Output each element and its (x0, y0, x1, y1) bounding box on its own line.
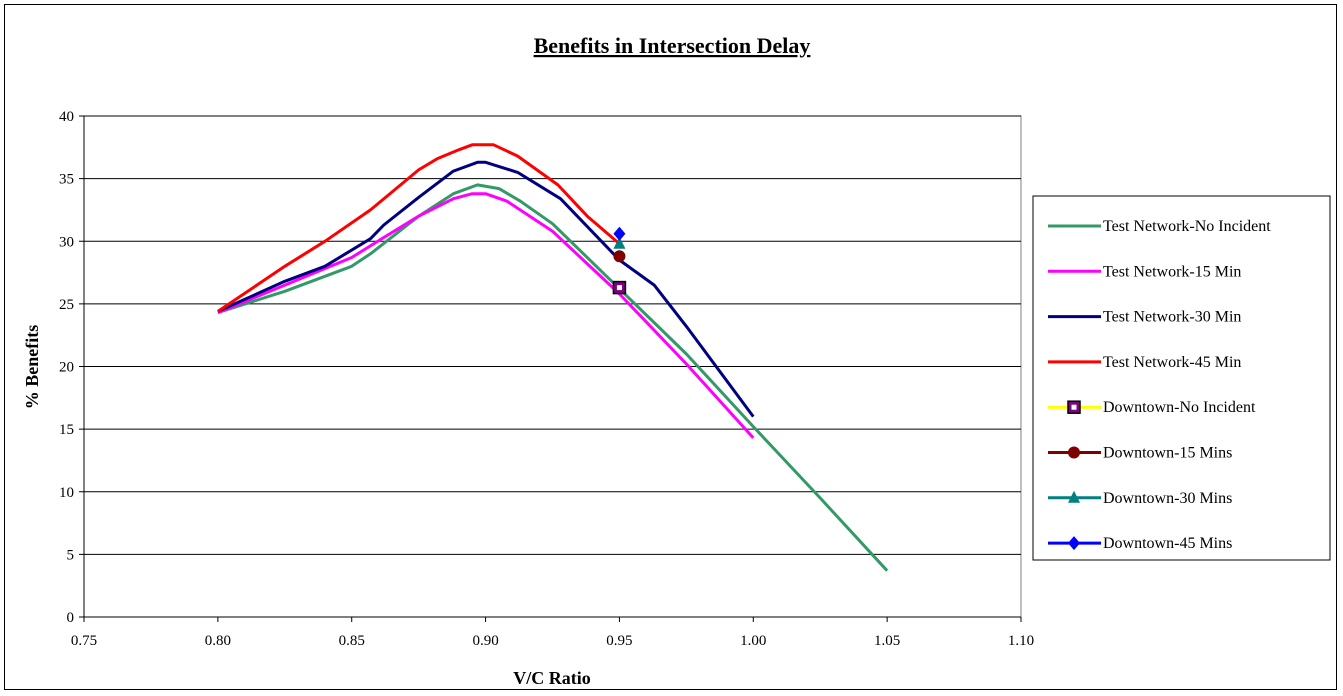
data-point-inner (616, 285, 622, 291)
legend-marker-inner (1071, 404, 1077, 410)
legend: Test Network-No Incident Test Network-15 … (1032, 195, 1331, 561)
series-layer (217, 143, 889, 572)
x-tick-label: 1.10 (1008, 633, 1034, 649)
data-point (613, 250, 626, 263)
x-tick-label: 1.00 (740, 633, 766, 649)
series-line (217, 143, 621, 313)
y-tick-label: 20 (59, 360, 74, 376)
y-tick-label: 15 (59, 422, 74, 438)
legend-label: Downtown-15 Mins (1103, 445, 1232, 462)
legend-label: Test Network-No Incident (1103, 218, 1271, 235)
x-tick-label: 0.85 (339, 633, 365, 649)
y-tick-label: 35 (59, 172, 74, 188)
legend-box (1032, 195, 1331, 561)
y-tick-label: 30 (59, 234, 74, 250)
series-line (217, 183, 889, 572)
y-tick-label: 0 (67, 610, 75, 626)
legend-marker (1068, 536, 1080, 551)
x-axis-label: V/C Ratio (513, 668, 591, 688)
legend-marker (1068, 490, 1080, 503)
legend-label: Downtown-45 Mins (1103, 535, 1232, 552)
y-axis-label: % Benefits (22, 325, 42, 410)
legend-label: Test Network-45 Min (1103, 354, 1241, 371)
legend-label: Test Network-30 Min (1103, 309, 1241, 326)
chart-title: Benefits in Intersection Delay (534, 33, 811, 58)
data-point (613, 236, 626, 249)
x-tick-label: 0.80 (205, 633, 231, 649)
data-point (613, 226, 626, 241)
x-tick-label: 1.05 (874, 633, 900, 649)
x-tick-label: 0.75 (71, 633, 97, 649)
legend-label: Test Network-15 Min (1103, 263, 1241, 280)
y-tick-label: 5 (67, 547, 75, 563)
legend-marker (1068, 446, 1080, 459)
y-tick-label: 10 (59, 485, 74, 501)
series-line (217, 160, 755, 418)
y-tick-label: 40 (59, 109, 74, 125)
legend-label: Downtown-30 Mins (1103, 490, 1232, 507)
x-tick-label: 0.90 (472, 633, 498, 649)
legend-label: Downtown-No Incident (1103, 399, 1256, 416)
y-tick-label: 25 (59, 297, 74, 313)
x-tick-label: 0.95 (606, 633, 632, 649)
axes: 0 5 10 15 20 25 30 35 40 0.75 0.80 0.85 0.90 0.95 1.00… (59, 109, 1034, 649)
